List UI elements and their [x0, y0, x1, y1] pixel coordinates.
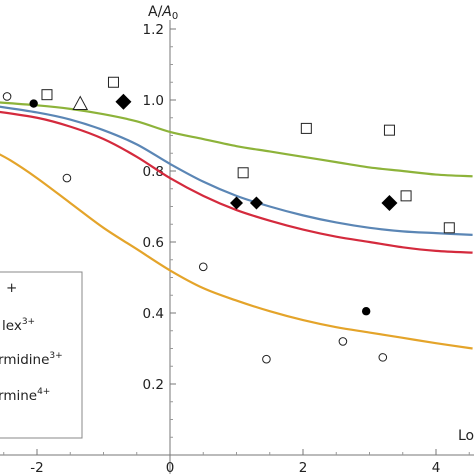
y-tick-label-2: 0.6: [143, 235, 164, 251]
marker-filled-circle-1: [361, 307, 371, 316]
marker-open-circle-1: [62, 173, 72, 183]
marker-filled-diamond-3: [381, 194, 398, 211]
marker-open-square-6: [443, 222, 455, 234]
y-axis-title: A/A0: [148, 4, 178, 22]
marker-open-circle-3: [262, 354, 271, 364]
y-axis-title-zero: 0: [172, 11, 178, 22]
marker-filled-diamond-2: [249, 196, 263, 210]
x-tick-label-2: 2: [299, 460, 308, 474]
curve-2: [0, 110, 473, 254]
y-tick-label-3: 0.8: [143, 164, 164, 180]
y-axis-title-slash: /: [158, 4, 163, 20]
curve-3: [0, 153, 473, 350]
marker-open-circle-2: [198, 262, 208, 272]
legend-entry-1: lex3+: [2, 317, 35, 334]
marker-open-square-1: [107, 76, 119, 88]
fit-curves: [0, 101, 473, 350]
marker-open-square-2: [237, 167, 249, 179]
legend-entry-2: rmidine3+: [0, 351, 63, 368]
legend-entry-3: rmine4+: [0, 387, 50, 404]
marker-open-circle-0: [2, 92, 12, 101]
x-tick-label-1: 0: [166, 460, 175, 474]
marker-open-square-3: [300, 122, 312, 134]
marker-filled-diamond-0: [115, 93, 132, 110]
y-tick-label-1: 0.4: [143, 306, 164, 322]
axes: 0.2 0.4 0.6 0.8 1.0 1.2 -2 0 2 4: [0, 20, 474, 474]
y-tick-label-5: 1.2: [143, 22, 164, 38]
y-axis-title-a: A: [161, 4, 172, 20]
curve-0: [0, 101, 473, 178]
x-axis-title: Lo: [458, 428, 474, 444]
y-axis-title-main: A: [148, 4, 158, 20]
curve-1: [0, 105, 473, 236]
marker-open-circle-5: [378, 353, 388, 362]
marker-open-square-0: [41, 89, 53, 101]
marker-filled-diamond-1: [230, 196, 243, 210]
x-tick-label-3: 4: [432, 460, 441, 474]
data-markers: [2, 76, 455, 364]
y-tick-label-4: 1.0: [143, 93, 164, 109]
y-tick-label-0: 0.2: [143, 377, 164, 393]
x-tick-label-0: -2: [30, 460, 43, 474]
marker-open-triangle-0: [72, 95, 89, 111]
legend-box: [0, 271, 83, 439]
legend: + lex3+ rmidine3+ rmine4+: [0, 271, 83, 439]
legend-entry-0: +: [6, 280, 17, 296]
marker-open-square-4: [383, 124, 395, 136]
marker-open-square-5: [400, 190, 412, 202]
marker-filled-circle-0: [29, 99, 38, 108]
marker-open-circle-4: [338, 337, 348, 346]
